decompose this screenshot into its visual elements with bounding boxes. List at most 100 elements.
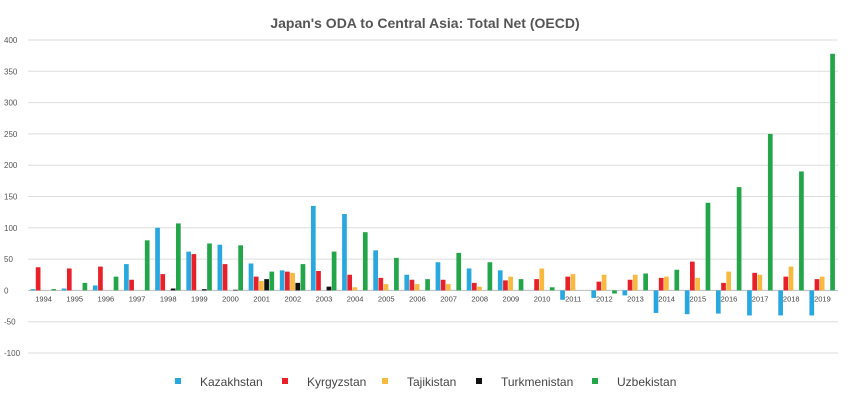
bar-tajikistan-2015 bbox=[695, 277, 700, 291]
x-tick-label: 2000 bbox=[222, 294, 239, 303]
bar-tajikistan-2017 bbox=[757, 274, 763, 291]
bar-tajikistan-2019 bbox=[819, 276, 825, 291]
bar-kyrgyzstan-2000 bbox=[222, 264, 228, 291]
x-tick-label: 2005 bbox=[378, 294, 395, 303]
bar-kyrgyzstan-2001 bbox=[253, 276, 259, 291]
bar-kyrgyzstan-1999 bbox=[191, 254, 197, 291]
x-tick-label: 2007 bbox=[440, 294, 457, 303]
bar-kazakhstan-2015 bbox=[684, 290, 690, 315]
legend-label-turkmenistan: Turkmenistan bbox=[501, 375, 573, 389]
legend: Kazakhstan Kyrgyzstan Tajikistan Turkmenist… bbox=[175, 375, 676, 389]
y-axis: -100 -50 0 50 100 150 200 250 300 350 400 bbox=[4, 36, 21, 358]
x-tick-label: 1995 bbox=[66, 294, 83, 303]
bar-uzbekistan-2006 bbox=[425, 279, 430, 291]
bar-kyrgyzstan-1995 bbox=[66, 268, 72, 291]
bar-tajikistan-2013 bbox=[632, 274, 638, 291]
y-tick-label: 250 bbox=[4, 130, 18, 139]
bar-kyrgyzstan-2003 bbox=[316, 270, 321, 291]
legend-swatch-turkmenistan bbox=[476, 378, 482, 384]
bar-uzbekistan-2014 bbox=[674, 269, 680, 291]
y-tick-label: 350 bbox=[4, 67, 18, 76]
bar-kazakhstan-2005 bbox=[373, 250, 378, 291]
bar-tajikistan-2004 bbox=[352, 287, 358, 291]
bar-kazakhstan-2016 bbox=[715, 290, 721, 314]
bar-kazakhstan-1996 bbox=[92, 285, 98, 291]
bar-kazakhstan-2017 bbox=[747, 290, 752, 316]
x-tick-label: 2001 bbox=[253, 294, 270, 303]
bar-uzbekistan-1994 bbox=[51, 289, 57, 291]
bar-kazakhstan-2003 bbox=[310, 205, 316, 291]
bar-kyrgyzstan-2002 bbox=[285, 271, 290, 291]
bar-tajikistan-2001 bbox=[259, 281, 264, 291]
bar-tajikistan-2007 bbox=[445, 284, 451, 291]
x-tick-label: 2008 bbox=[471, 294, 488, 303]
x-axis: 1994 1995 1996 1997 1998 1999 2000 2001 2002 2003… bbox=[35, 294, 831, 303]
bar-uzbekistan-2019 bbox=[830, 53, 835, 291]
bar-tajikistan-2006 bbox=[414, 284, 420, 291]
bar-turkmenistan-2001 bbox=[264, 279, 269, 291]
x-tick-label: 2009 bbox=[503, 294, 520, 303]
y-tick-label: 50 bbox=[4, 255, 13, 264]
bar-kazakhstan-2002 bbox=[279, 270, 285, 291]
bar-turkmenistan-2002 bbox=[295, 282, 301, 291]
bar-uzbekistan-2017 bbox=[767, 133, 773, 291]
x-tick-label: 2003 bbox=[316, 294, 333, 303]
bar-uzbekistan-2009 bbox=[518, 279, 524, 291]
bar-uzbekistan-2012 bbox=[612, 290, 617, 294]
bar-kyrgyzstan-2015 bbox=[690, 261, 695, 291]
bars bbox=[30, 53, 835, 316]
y-tick-label: 100 bbox=[4, 224, 18, 233]
y-tick-label: 150 bbox=[4, 193, 18, 202]
x-tick-label: 1996 bbox=[98, 294, 115, 303]
bar-uzbekistan-2003 bbox=[331, 251, 337, 291]
x-tick-label: 2014 bbox=[658, 294, 675, 303]
bar-kazakhstan-2006 bbox=[404, 274, 410, 291]
bar-kyrgyzstan-2007 bbox=[440, 279, 446, 291]
bar-kyrgyzstan-2004 bbox=[347, 274, 353, 291]
y-tick-label: -50 bbox=[4, 318, 16, 327]
bar-uzbekistan-1997 bbox=[144, 240, 150, 291]
bar-kazakhstan-2011 bbox=[560, 290, 565, 300]
x-tick-label: 2004 bbox=[347, 294, 364, 303]
bar-tajikistan-2008 bbox=[477, 286, 482, 291]
bar-kazakhstan-2008 bbox=[466, 268, 472, 291]
x-tick-label: 2016 bbox=[721, 294, 738, 303]
bar-turkmenistan-1998 bbox=[170, 288, 176, 291]
bar-tajikistan-2012 bbox=[601, 274, 607, 291]
bar-kyrgyzstan-2011 bbox=[565, 276, 571, 291]
x-tick-label: 2012 bbox=[596, 294, 613, 303]
x-tick-label: 1998 bbox=[160, 294, 177, 303]
bar-kazakhstan-1999 bbox=[186, 251, 192, 291]
bar-turkmenistan-2000 bbox=[233, 289, 238, 291]
bar-uzbekistan-2001 bbox=[269, 271, 275, 291]
x-tick-label: 2015 bbox=[689, 294, 706, 303]
bar-uzbekistan-1996 bbox=[113, 276, 119, 291]
bar-uzbekistan-2004 bbox=[362, 232, 368, 291]
bar-kyrgyzstan-1997 bbox=[129, 279, 134, 291]
bar-uzbekistan-2002 bbox=[300, 264, 306, 291]
bar-kazakhstan-2000 bbox=[217, 244, 223, 291]
bar-kazakhstan-2019 bbox=[809, 290, 815, 316]
bar-tajikistan-2002 bbox=[290, 272, 295, 291]
bar-kazakhstan-2007 bbox=[435, 262, 441, 291]
bar-kyrgyzstan-2014 bbox=[658, 277, 664, 291]
bar-uzbekistan-2000 bbox=[238, 245, 243, 291]
bar-uzbekistan-1999 bbox=[207, 243, 212, 291]
legend-label-kazakhstan: Kazakhstan bbox=[200, 375, 263, 389]
x-tick-label: 1997 bbox=[129, 294, 146, 303]
legend-swatch-tajikistan bbox=[382, 378, 388, 384]
legend-label-tajikistan: Tajikistan bbox=[407, 375, 456, 389]
legend-swatch-uzbekistan bbox=[592, 378, 598, 384]
x-tick-label: 2011 bbox=[565, 294, 581, 303]
bar-tajikistan-2016 bbox=[726, 271, 732, 291]
bar-uzbekistan-1998 bbox=[175, 223, 181, 291]
bar-uzbekistan-2010 bbox=[549, 287, 555, 291]
bar-kyrgyzstan-2018 bbox=[783, 276, 789, 291]
x-tick-label: 2002 bbox=[284, 294, 301, 303]
bar-turkmenistan-1999 bbox=[201, 289, 207, 291]
x-tick-label: 1999 bbox=[191, 294, 208, 303]
bar-kyrgyzstan-2010 bbox=[534, 279, 539, 291]
y-tick-label: 300 bbox=[4, 99, 18, 108]
bar-kyrgyzstan-2012 bbox=[596, 281, 602, 291]
bar-kazakhstan-1997 bbox=[124, 264, 129, 291]
